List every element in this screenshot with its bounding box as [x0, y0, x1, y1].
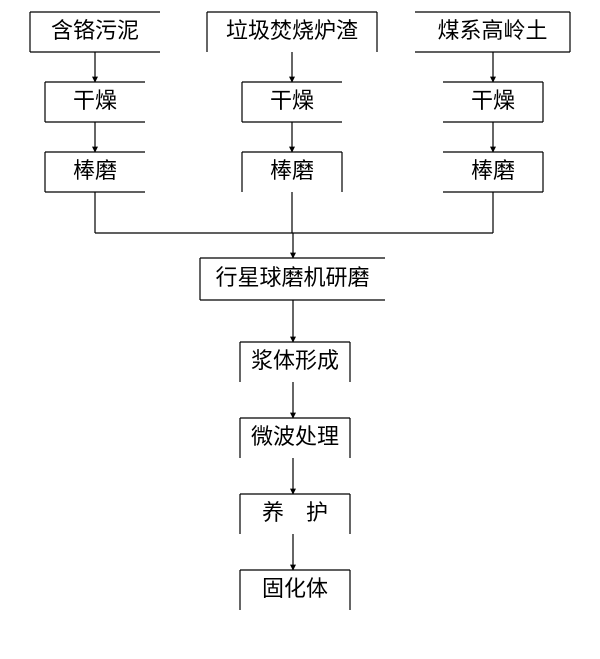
- flow-node-label: 煤系高岭土: [437, 18, 547, 43]
- flow-node-label: 微波处理: [251, 424, 339, 449]
- flow-node-label: 棒磨: [73, 158, 117, 183]
- flow-node-label: 固化体: [262, 576, 328, 601]
- flow-node: 干燥: [242, 82, 342, 122]
- flow-node: 含铬污泥: [30, 12, 160, 52]
- flow-node-label: 棒磨: [471, 158, 515, 183]
- flow-node: 干燥: [45, 82, 145, 122]
- flow-node: 垃圾焚烧炉渣: [207, 12, 377, 52]
- flow-node-label: 干燥: [73, 88, 117, 113]
- flow-node: 固化体: [240, 570, 350, 610]
- flow-node: 棒磨: [242, 152, 342, 192]
- flow-node: 微波处理: [240, 418, 350, 458]
- flow-node: 行星球磨机研磨: [200, 258, 385, 300]
- flow-node-label: 垃圾焚烧炉渣: [226, 18, 358, 43]
- flow-node: 养 护: [240, 494, 350, 534]
- flow-node-label: 浆体形成: [251, 348, 339, 373]
- flow-node-label: 棒磨: [270, 158, 314, 183]
- flow-node-label: 干燥: [471, 88, 515, 113]
- flow-node: 干燥: [443, 82, 543, 122]
- flow-node: 煤系高岭土: [415, 12, 570, 52]
- flow-node: 棒磨: [443, 152, 543, 192]
- flow-node-label: 养 护: [262, 500, 328, 525]
- flow-node: 棒磨: [45, 152, 145, 192]
- flow-node-label: 含铬污泥: [51, 18, 139, 43]
- flow-node: 浆体形成: [240, 342, 350, 382]
- flow-node-label: 干燥: [270, 88, 314, 113]
- flow-node-label: 行星球磨机研磨: [215, 265, 369, 290]
